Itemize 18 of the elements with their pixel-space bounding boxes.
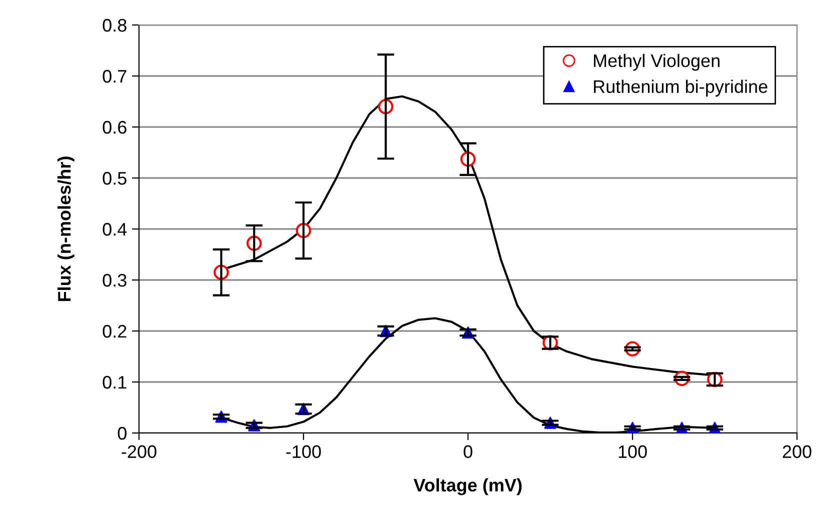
y-axis-title: Flux (n-moles/hr) bbox=[57, 156, 74, 302]
y-tick-label: 0.1 bbox=[102, 376, 126, 389]
y-tick-label: 0.8 bbox=[102, 18, 126, 32]
legend-label: Ruthenium bi-pyridine bbox=[594, 80, 768, 97]
x-axis-title: Voltage (mV) bbox=[414, 478, 522, 496]
y-tick-label: 0.7 bbox=[102, 70, 126, 83]
x-tick-label: 0 bbox=[464, 445, 472, 458]
legend-label: Methyl Viologen bbox=[594, 54, 720, 71]
y-tick-label: 0.2 bbox=[102, 324, 126, 338]
y-tick-label: 0.3 bbox=[102, 274, 126, 287]
y-tick-label: 0 bbox=[118, 426, 126, 440]
x-tick-label: 200 bbox=[782, 445, 812, 458]
y-tick-label: 0.5 bbox=[102, 172, 126, 185]
x-tick-label: -200 bbox=[122, 445, 156, 458]
y-tick-label: 0.6 bbox=[102, 120, 126, 134]
x-tick-label: 100 bbox=[618, 445, 647, 458]
x-tick-label: -100 bbox=[286, 445, 321, 458]
y-tick-label: 0.4 bbox=[102, 222, 127, 236]
